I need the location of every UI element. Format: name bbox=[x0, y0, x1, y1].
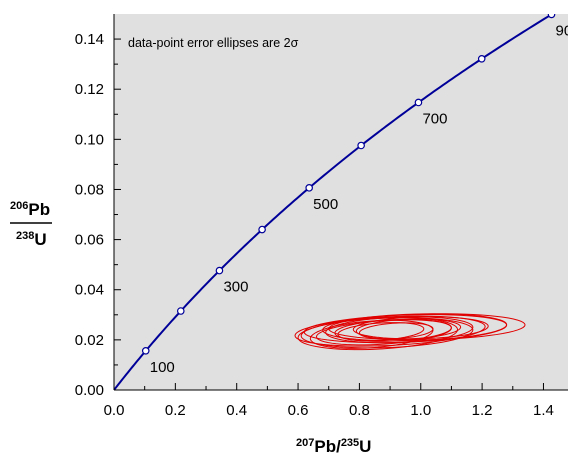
x-tick-label: 0.8 bbox=[349, 402, 370, 419]
error-ellipse bbox=[355, 318, 462, 340]
svg-text:206Pb: 206Pb bbox=[10, 200, 50, 219]
x-axis-ticks: 0.0 0.2 0.4 0.6 0.8 1.0 1.2 1.4 bbox=[104, 383, 554, 419]
x-tick-label: 0.0 bbox=[104, 402, 125, 419]
y-tick-label: 0.00 bbox=[75, 382, 104, 399]
plot-background bbox=[114, 14, 568, 390]
x-tick-label: 0.6 bbox=[288, 402, 309, 419]
y-tick-label: 0.12 bbox=[75, 81, 104, 98]
y-axis-title-num: Pb bbox=[28, 200, 50, 219]
y-tick-label: 0.14 bbox=[75, 31, 104, 48]
x-axis-title-sup-2: 235 bbox=[341, 437, 359, 449]
x-axis-title-part-2: U bbox=[359, 437, 371, 456]
x-tick-label: 0.4 bbox=[226, 402, 247, 419]
age-marker bbox=[258, 225, 266, 234]
x-axis-title-sup-1: 207 bbox=[296, 437, 314, 449]
age-label: 500 bbox=[313, 196, 338, 213]
x-axis-title: 207Pb/235U bbox=[296, 437, 371, 456]
age-label: 900 bbox=[556, 22, 568, 39]
y-axis-title: 206Pb 238U bbox=[10, 200, 52, 249]
y-tick-label: 0.08 bbox=[75, 181, 104, 198]
age-marker bbox=[141, 347, 150, 355]
y-tick-label: 0.02 bbox=[75, 332, 104, 349]
age-marker bbox=[215, 266, 224, 275]
y-axis-ticks: 0.00 0.02 0.04 0.06 0.08 0.10 0.12 0.14 bbox=[75, 31, 121, 399]
error-ellipse bbox=[300, 317, 474, 349]
age-marker bbox=[477, 54, 486, 63]
x-tick-label: 0.2 bbox=[165, 402, 186, 419]
svg-text:238U: 238U bbox=[16, 230, 47, 249]
x-tick-label: 1.0 bbox=[410, 402, 431, 419]
error-ellipse bbox=[328, 313, 526, 341]
y-tick-label: 0.10 bbox=[75, 131, 104, 148]
error-ellipse bbox=[309, 319, 434, 349]
age-marker bbox=[357, 141, 365, 150]
y-axis-title-den-sup: 238 bbox=[16, 230, 34, 242]
age-marker bbox=[414, 98, 423, 107]
concordia-curve-group bbox=[114, 14, 556, 390]
age-label: 700 bbox=[422, 110, 447, 127]
ellipse-note: data-point error ellipses are 2σ bbox=[128, 36, 299, 50]
concordia-age-labels: 100 300 500 700 900 bbox=[150, 22, 568, 375]
svg-text:207Pb/235U: 207Pb/235U bbox=[296, 437, 371, 456]
error-ellipse bbox=[358, 322, 434, 340]
x-axis-title-part-1: Pb/ bbox=[314, 437, 341, 456]
age-marker bbox=[547, 14, 556, 19]
x-tick-label: 1.2 bbox=[472, 402, 493, 419]
y-tick-label: 0.04 bbox=[75, 282, 104, 299]
age-label: 100 bbox=[150, 359, 175, 376]
age-marker bbox=[176, 307, 185, 315]
y-axis-title-den: U bbox=[34, 230, 46, 249]
age-marker bbox=[305, 184, 313, 192]
error-ellipses bbox=[294, 313, 526, 351]
y-tick-label: 0.06 bbox=[75, 232, 104, 249]
x-tick-label: 1.4 bbox=[533, 402, 554, 419]
age-label: 300 bbox=[223, 279, 248, 296]
y-axis-title-num-sup: 206 bbox=[10, 200, 28, 212]
error-ellipse bbox=[352, 316, 489, 340]
